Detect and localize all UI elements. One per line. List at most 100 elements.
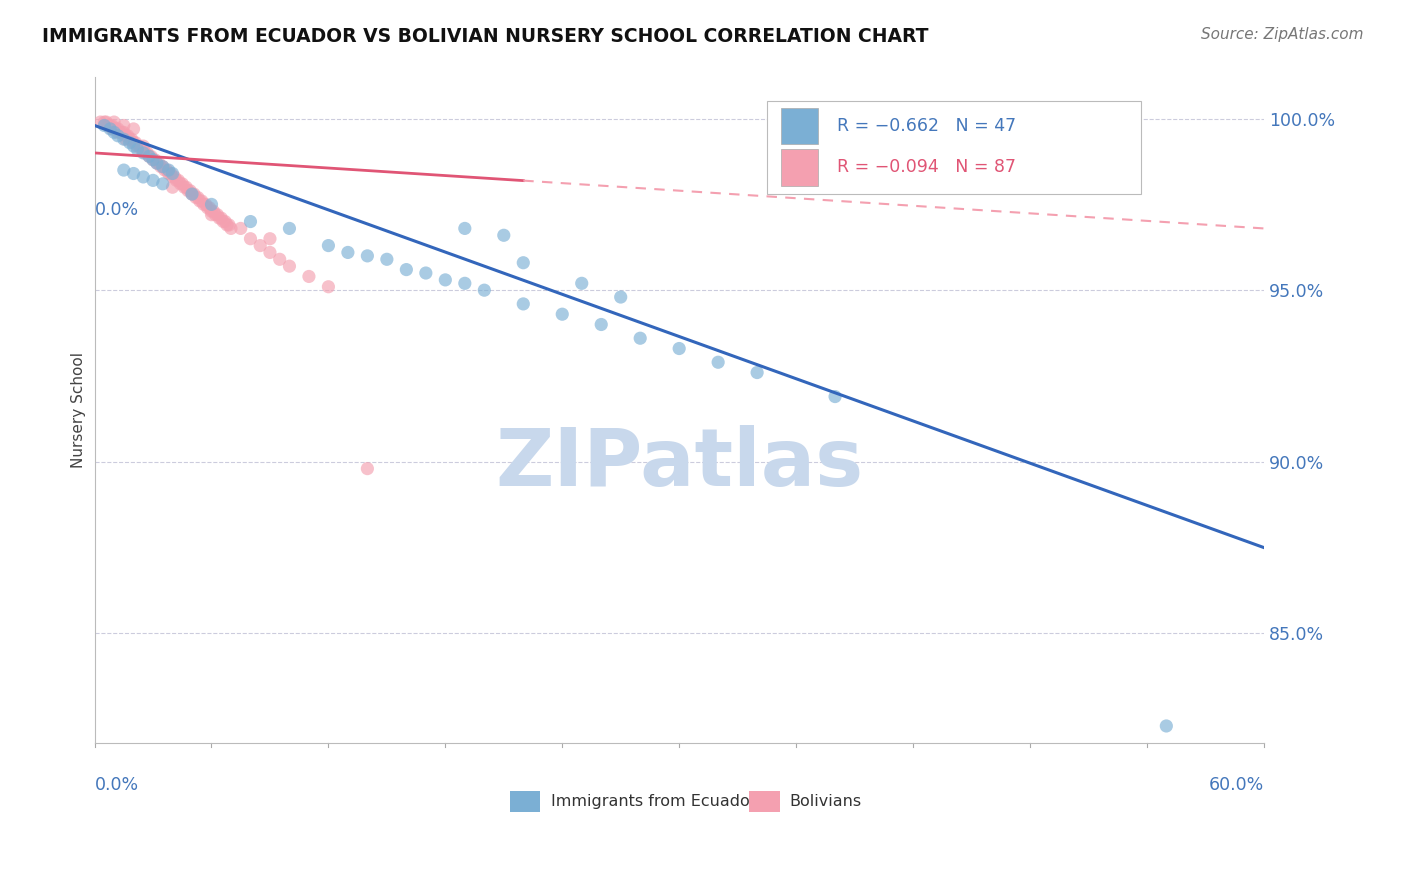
Point [212,214,235,228]
Point [512,297,534,311]
Point [745,366,768,380]
Point [219,221,242,235]
Point [146,156,169,170]
Point [112,125,135,139]
Point [434,273,457,287]
Point [492,228,515,243]
Point [89,115,111,129]
Point [111,125,134,139]
Point [122,122,145,136]
Point [103,122,125,136]
Point [179,184,201,198]
Point [249,238,271,252]
Point [122,167,145,181]
Point [142,153,165,167]
Point [122,136,145,150]
Point [93,115,115,129]
Point [824,390,846,404]
Point [128,139,150,153]
Point [107,122,129,136]
Point [188,194,211,208]
Text: R = −0.094   N = 87: R = −0.094 N = 87 [837,158,1017,177]
Point [98,122,121,136]
Point [162,167,184,181]
Point [157,167,180,181]
Text: Immigrants from Ecuador: Immigrants from Ecuador [551,794,756,809]
Point [112,119,135,133]
Point [512,256,534,270]
Point [93,119,115,133]
Point [214,214,236,228]
Point [152,160,174,174]
Point [152,160,174,174]
Text: 0.0%: 0.0% [94,776,139,795]
Text: ZIPatlas: ZIPatlas [495,425,863,502]
Point [108,125,131,139]
Point [668,342,690,356]
Point [239,232,262,246]
Point [375,252,398,267]
Text: 60.0%: 60.0% [1209,776,1264,795]
Point [183,187,205,202]
Bar [780,149,818,186]
Point [162,169,184,184]
Point [114,132,136,146]
Point [209,211,232,226]
Point [218,218,240,232]
Text: 0.0%: 0.0% [94,202,139,219]
Point [142,153,165,167]
Point [298,269,321,284]
Point [278,221,301,235]
Point [143,153,166,167]
Point [132,145,155,160]
Point [156,163,179,178]
Text: R = −0.662   N = 47: R = −0.662 N = 47 [837,117,1017,135]
Point [136,145,159,160]
Point [124,136,146,150]
Point [454,277,477,291]
Point [138,149,160,163]
Point [336,245,359,260]
Point [259,245,281,260]
Point [229,221,252,235]
Point [131,143,153,157]
Point [318,279,340,293]
Point [571,277,593,291]
Point [165,173,187,187]
Point [103,125,125,139]
Point [142,173,165,187]
Point [217,218,239,232]
Point [132,139,155,153]
Point [1156,719,1178,733]
Point [200,208,222,222]
Point [193,197,215,211]
Point [269,252,291,267]
Point [609,290,631,304]
Point [184,190,207,204]
Point [202,204,225,219]
Point [177,184,200,198]
Point [149,160,172,174]
Point [127,143,149,157]
Point [139,149,162,163]
Text: IMMIGRANTS FROM ECUADOR VS BOLIVIAN NURSERY SCHOOL CORRELATION CHART: IMMIGRANTS FROM ECUADOR VS BOLIVIAN NURS… [42,27,929,45]
Point [105,122,128,136]
Point [98,119,121,133]
Point [181,187,204,202]
Point [395,262,418,277]
Point [96,115,118,129]
Bar [780,108,818,145]
Point [628,331,651,345]
Point [591,318,613,332]
Y-axis label: Nursery School: Nursery School [72,352,86,468]
Point [97,119,120,133]
Point [356,461,378,475]
Point [208,211,231,226]
Point [148,156,170,170]
Point [138,149,160,163]
Point [107,128,129,143]
Point [172,177,194,191]
Point [187,190,209,204]
Point [198,201,221,215]
Point [259,232,281,246]
